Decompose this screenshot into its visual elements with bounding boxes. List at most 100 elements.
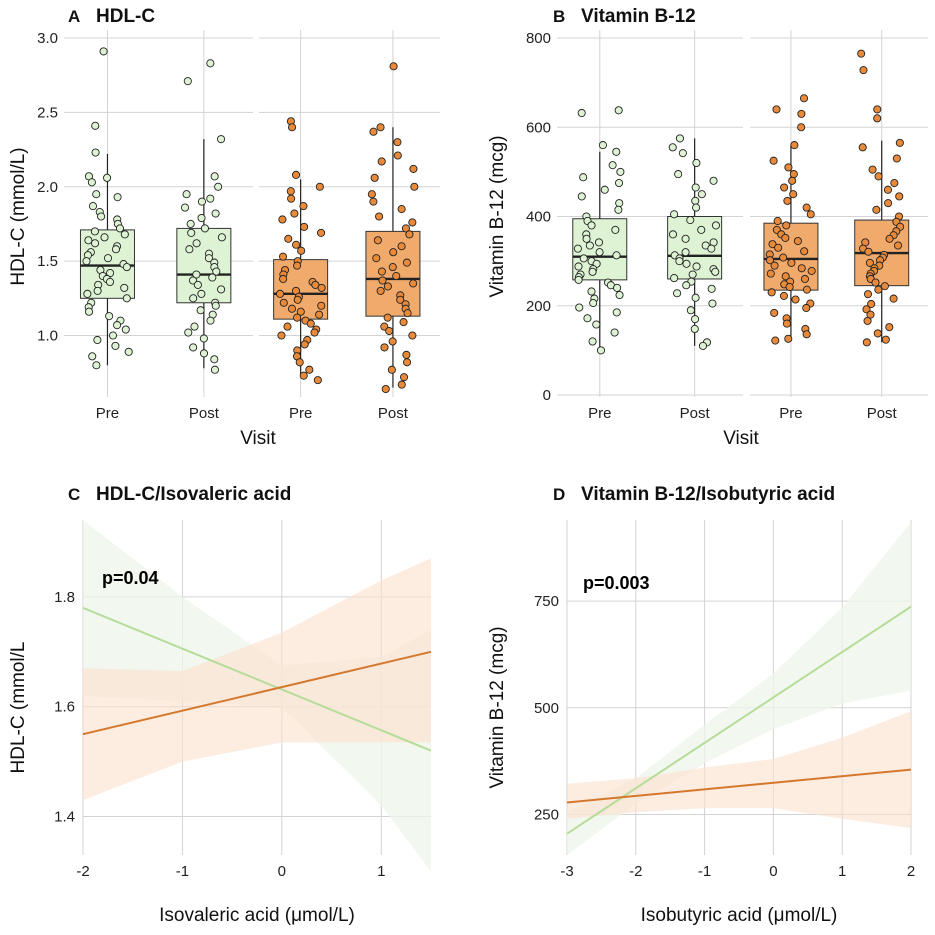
y-tick-label: 1.5 <box>37 253 58 270</box>
data-point <box>587 287 596 296</box>
data-point <box>873 105 882 114</box>
x-tick-label: -1 <box>698 863 711 880</box>
data-point <box>293 295 302 304</box>
data-point <box>113 321 122 330</box>
data-point <box>807 266 816 275</box>
data-point <box>893 241 903 250</box>
data-point <box>310 328 319 337</box>
data-point <box>780 183 789 192</box>
data-point <box>708 299 717 308</box>
data-point <box>885 234 894 243</box>
data-point <box>681 248 690 257</box>
data-point <box>785 282 794 292</box>
x-tick-label: Pre <box>289 405 312 422</box>
data-point <box>791 295 800 304</box>
data-point <box>871 278 880 287</box>
data-point <box>895 138 904 147</box>
data-point <box>766 269 775 278</box>
x-tick-label: -2 <box>629 863 642 880</box>
data-point <box>288 123 297 132</box>
data-point <box>594 238 604 247</box>
panel-letter: C <box>68 485 80 504</box>
data-point <box>189 294 198 303</box>
data-point <box>292 240 301 249</box>
y-tick-label: 0 <box>543 387 551 404</box>
data-point <box>768 240 777 249</box>
data-point <box>614 205 623 214</box>
data-point <box>711 267 720 276</box>
data-point <box>686 216 695 225</box>
confidence-band-green <box>567 522 911 855</box>
data-point <box>372 254 381 263</box>
x-tick-label: 2 <box>907 863 915 880</box>
data-point <box>697 190 706 199</box>
data-point <box>707 284 716 293</box>
data-point <box>299 202 308 211</box>
data-point <box>800 274 810 284</box>
data-point <box>210 365 219 374</box>
x-axis-label: Visit <box>240 428 276 449</box>
data-point <box>396 295 405 304</box>
data-point <box>615 290 624 300</box>
data-point <box>284 234 293 243</box>
data-point <box>600 185 609 194</box>
data-point <box>393 151 402 160</box>
x-tick-label: 0 <box>769 863 777 880</box>
data-point <box>675 134 684 143</box>
data-point <box>788 176 797 185</box>
panel-letter: D <box>553 485 565 504</box>
y-tick-label: 3.0 <box>37 30 58 47</box>
data-point <box>93 286 102 295</box>
data-point <box>688 270 697 279</box>
data-point <box>592 320 601 329</box>
data-point <box>862 305 871 314</box>
y-axis-label: HDL-C (mmol/L) <box>8 147 29 285</box>
y-axis-label: Vitamin B-12 (mcg) <box>487 626 508 788</box>
data-point <box>97 212 106 221</box>
data-point <box>864 247 873 256</box>
data-point <box>668 143 677 152</box>
data-point <box>616 167 625 176</box>
y-tick-label: 1.4 <box>54 809 75 826</box>
x-tick-label: Post <box>680 405 711 422</box>
data-point <box>208 273 217 282</box>
data-point <box>787 258 796 267</box>
data-point <box>789 190 798 199</box>
data-point <box>197 289 206 298</box>
data-point <box>92 190 101 199</box>
data-point <box>186 219 195 228</box>
data-point <box>885 323 894 332</box>
data-point <box>180 203 190 212</box>
y-tick-label: 1.6 <box>54 699 75 716</box>
data-point <box>615 199 624 208</box>
data-point <box>883 185 893 194</box>
data-point <box>892 154 901 163</box>
data-point <box>587 221 596 230</box>
data-point <box>789 170 798 179</box>
data-point <box>199 349 209 358</box>
data-point <box>880 282 889 291</box>
data-point <box>709 176 718 185</box>
data-point <box>610 328 619 337</box>
data-point <box>115 224 125 233</box>
data-point <box>614 106 623 115</box>
data-point <box>91 148 100 157</box>
data-point <box>103 173 112 182</box>
data-point <box>691 293 700 302</box>
data-point <box>211 301 220 310</box>
data-point <box>784 334 793 343</box>
data-point <box>574 262 583 271</box>
data-point <box>184 328 193 337</box>
data-point <box>376 286 385 295</box>
data-point <box>88 352 97 361</box>
data-point <box>771 336 780 345</box>
data-point <box>313 376 322 385</box>
data-point <box>690 324 699 334</box>
x-tick-label: 0 <box>278 863 286 880</box>
data-point <box>692 203 701 212</box>
p-value-annotation: p=0.003 <box>583 573 650 593</box>
data-point <box>277 331 286 340</box>
data-point <box>316 228 326 237</box>
data-point <box>183 77 192 86</box>
data-point <box>381 384 390 394</box>
